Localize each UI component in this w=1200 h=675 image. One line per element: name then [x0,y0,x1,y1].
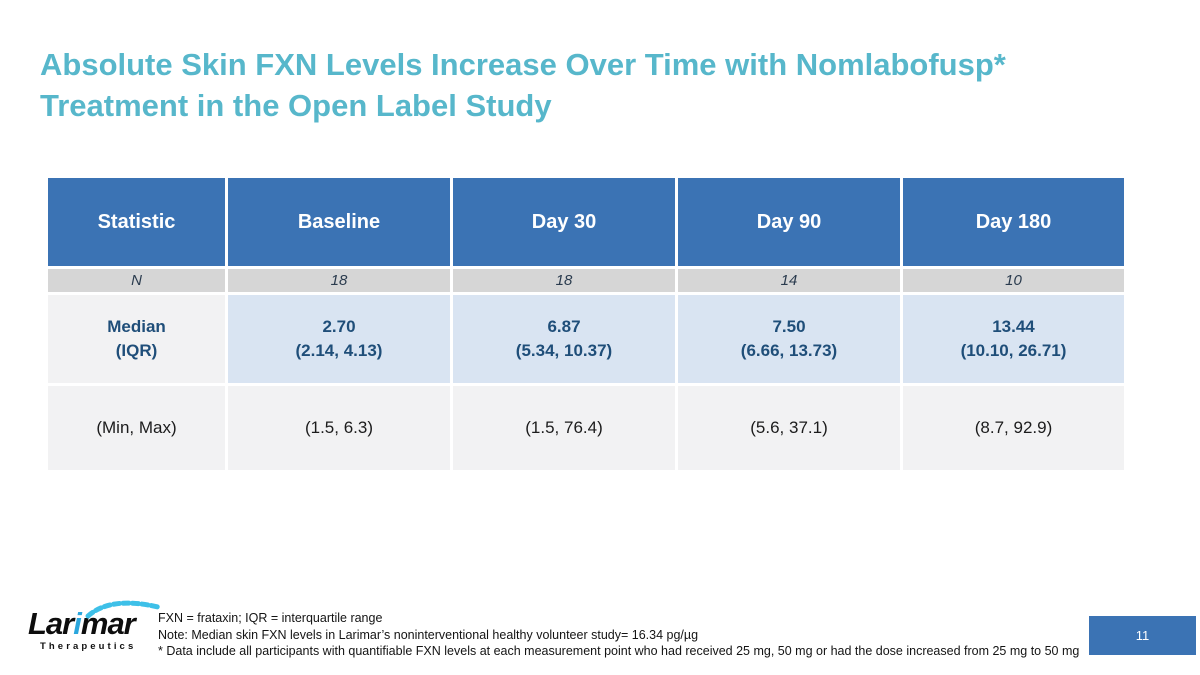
logo-text-i: i [73,606,82,641]
median-iqr: (2.14, 4.13) [295,341,383,360]
median-iqr: (10.10, 26.71) [960,341,1067,360]
page-number-badge: 11 [1089,616,1196,655]
chain-icon [85,600,161,619]
median-iqr: (6.66, 13.73) [740,341,838,360]
median-day180: 13.44 (10.10, 26.71) [903,295,1124,383]
footnote-asterisk: * Data include all participants with qua… [158,644,1080,658]
minmax-day180: (8.7, 92.9) [903,386,1124,470]
minmax-day30: (1.5, 76.4) [453,386,675,470]
n-row-label: N [48,269,225,292]
logo-wordmark: Larimar [28,600,161,641]
median-row-label: Median (IQR) [48,295,225,383]
column-header-day90: Day 90 [678,178,900,266]
minmax-baseline: (1.5, 6.3) [228,386,450,470]
fxn-levels-table: Statistic Baseline Day 30 Day 90 Day 180… [48,178,1124,470]
footnote-abbreviations: FXN = frataxin; IQR = interquartile rang… [158,611,383,625]
median-day30: 6.87 (5.34, 10.37) [453,295,675,383]
column-header-day30: Day 30 [453,178,675,266]
larimar-logo: Larimar Therapeutics [28,600,161,652]
column-header-statistic: Statistic [48,178,225,266]
median-iqr: (5.34, 10.37) [515,341,613,360]
median-value: 13.44 [992,317,1035,336]
column-header-baseline: Baseline [228,178,450,266]
n-baseline: 18 [228,269,450,292]
n-day30: 18 [453,269,675,292]
median-label-line1: Median [107,317,166,336]
median-value: 6.87 [547,317,581,336]
title-line-2: Treatment in the Open Label Study [40,88,552,123]
logo-subtitle: Therapeutics [40,641,137,652]
median-value: 7.50 [772,317,806,336]
n-day180: 10 [903,269,1124,292]
column-header-day180: Day 180 [903,178,1124,266]
footnotes: FXN = frataxin; IQR = interquartile rang… [158,610,1098,660]
page-title: Absolute Skin FXN Levels Increase Over T… [40,44,1170,126]
median-day90: 7.50 (6.66, 13.73) [678,295,900,383]
median-label-line2: (IQR) [115,341,158,360]
title-line-1: Absolute Skin FXN Levels Increase Over T… [40,47,1006,82]
minmax-row-label: (Min, Max) [48,386,225,470]
median-baseline: 2.70 (2.14, 4.13) [228,295,450,383]
n-day90: 14 [678,269,900,292]
minmax-day90: (5.6, 37.1) [678,386,900,470]
footnote-note: Note: Median skin FXN levels in Larimar’… [158,627,699,642]
page-number: 11 [1135,628,1150,643]
median-value: 2.70 [322,317,356,336]
logo-text-lar: Lar [28,606,74,641]
